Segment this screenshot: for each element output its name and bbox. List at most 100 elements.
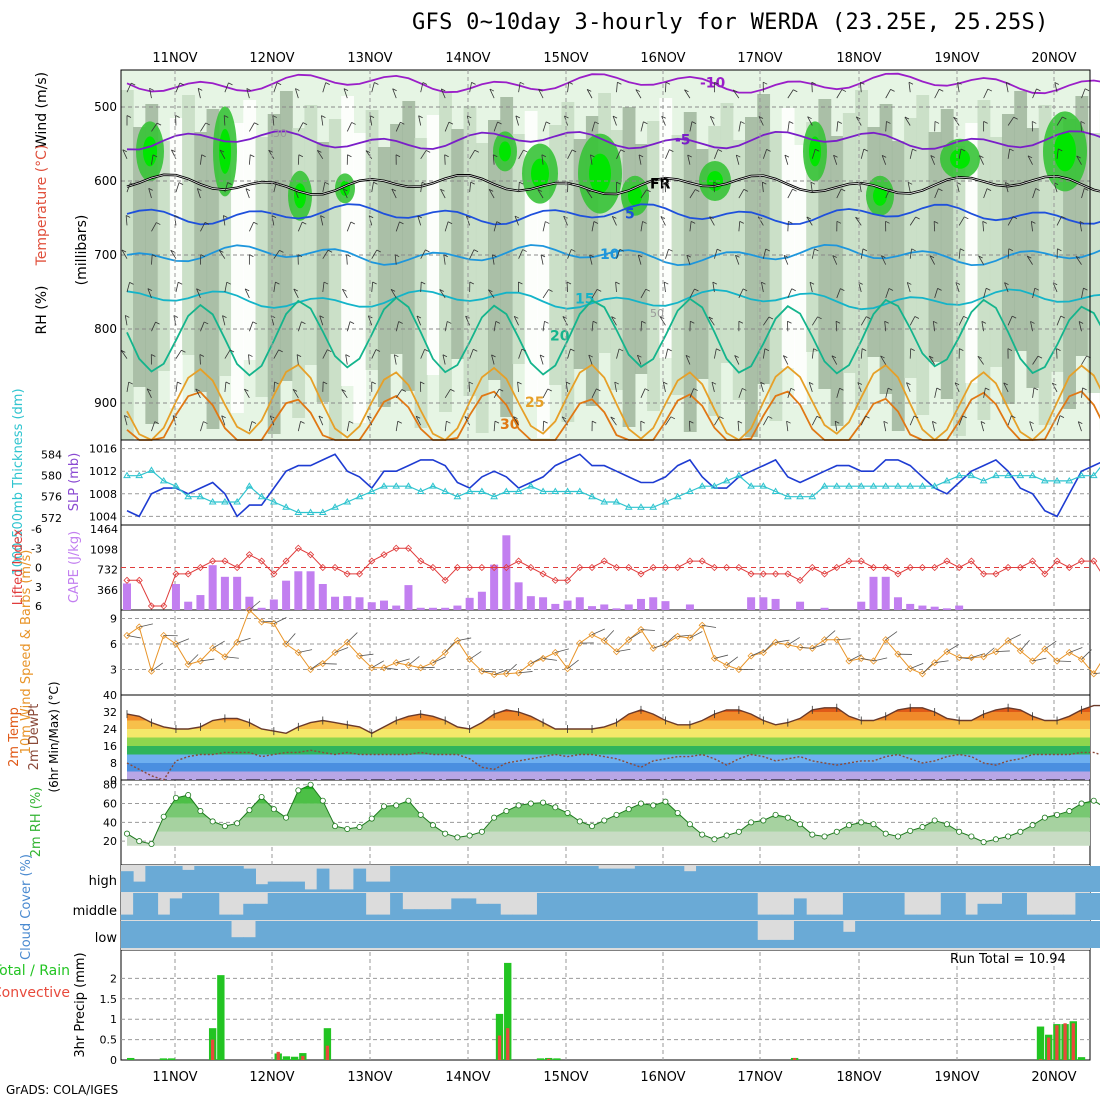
wind-barb-flag — [446, 420, 451, 424]
wind-barb — [714, 248, 718, 259]
cloud-cell — [977, 921, 991, 948]
cloud-cell — [279, 893, 293, 920]
cape-bar — [367, 602, 376, 610]
wind10m-barb — [628, 631, 641, 641]
wind-barb — [860, 248, 864, 259]
wind-barb-flag — [439, 289, 444, 292]
cloud-cell — [120, 921, 134, 948]
wind-barb — [783, 255, 789, 265]
wind-barb-flag — [783, 355, 788, 358]
rh-band — [928, 132, 942, 362]
wind-barb — [469, 249, 475, 259]
wind10m-barb — [249, 600, 261, 611]
li-point — [784, 570, 792, 578]
wind-barb-flag — [466, 215, 471, 219]
wind-barb — [787, 221, 789, 232]
rh-band — [500, 97, 514, 417]
wind-barb-flag — [959, 348, 964, 351]
wind-barb — [420, 182, 423, 193]
wind-barb-flag — [663, 381, 668, 385]
cloud-cell — [818, 914, 832, 920]
li-point — [1090, 557, 1098, 565]
axis-label-wind10m: 10m Wind Speed & Barbs (m/s) — [19, 550, 34, 755]
cloud-cell — [781, 866, 795, 892]
wind-barb-flag — [146, 388, 152, 392]
wind-barb — [908, 82, 911, 93]
wind-barb — [906, 282, 911, 293]
wind-barb-flag — [642, 221, 647, 224]
cloud-cell — [451, 898, 465, 920]
li-point — [845, 557, 853, 565]
rh-band — [120, 90, 134, 440]
wind-barb-flag — [1052, 382, 1057, 386]
wind-barb — [224, 381, 227, 392]
wind-barb-flag — [620, 149, 625, 153]
wind10m-barb — [359, 653, 374, 657]
wind10m-barb — [371, 660, 385, 669]
wind-barb — [909, 148, 913, 159]
li-point — [735, 563, 743, 572]
cloud-cell — [879, 921, 893, 948]
wind-barb-flag — [985, 387, 990, 391]
wind-barb-flag — [201, 154, 206, 158]
wind-speed-point — [735, 665, 743, 674]
rh-band — [769, 131, 783, 421]
wind-speed-point — [674, 632, 682, 640]
wind-barb-flag — [392, 88, 397, 92]
wind-barb — [514, 215, 519, 226]
wind-barb-flag — [196, 288, 201, 292]
cloud-cell — [353, 868, 367, 892]
cloud-cell — [267, 921, 281, 948]
cape-bar — [465, 597, 474, 610]
wind-barb — [709, 116, 715, 126]
wind-barb — [689, 388, 695, 398]
wind-barb-flag — [1084, 188, 1089, 191]
wind-barb-flag — [762, 81, 768, 85]
slp-tick-label: 1016 — [89, 443, 117, 456]
cloud-cell — [1026, 914, 1040, 920]
wind-barb-flag — [156, 222, 161, 225]
wind-barb-flag — [691, 121, 697, 124]
rh-band — [1026, 128, 1040, 388]
cape-tick-label: 1098 — [90, 543, 118, 556]
wind-barb-flag — [347, 154, 352, 158]
wind-barb-flag — [732, 89, 738, 93]
wind-barb — [1080, 121, 1082, 132]
wind-barb — [616, 149, 622, 159]
cloud-cell — [341, 889, 354, 892]
thickness-point — [1028, 471, 1037, 479]
rh-point — [552, 804, 559, 811]
thickness-tick-label: 580 — [41, 470, 62, 483]
wind-barb — [909, 348, 912, 359]
cape-bar — [918, 605, 927, 610]
wind-barb-flag — [253, 221, 258, 225]
wind-barb-flag — [343, 88, 349, 92]
panel-frame — [120, 949, 1091, 1061]
thickness-point — [196, 492, 205, 500]
rh-point — [846, 822, 853, 829]
wind-barb-flag — [811, 81, 816, 85]
cloud-cell — [708, 893, 722, 920]
wind-barb — [811, 149, 816, 159]
wind-barb-flag — [686, 254, 692, 258]
wind-speed-point — [820, 636, 829, 644]
rh-band — [622, 107, 636, 427]
wind-barb — [1075, 256, 1082, 265]
cloud-cell — [145, 866, 159, 892]
wind-barb-flag — [179, 82, 185, 86]
cloud-cell — [708, 921, 722, 948]
wind-barb-flag — [467, 115, 472, 119]
rh-point — [307, 781, 314, 788]
precip-conv-bar — [792, 1057, 797, 1060]
wind-barb — [659, 316, 666, 326]
thickness-series-line — [127, 466, 1100, 514]
wind-barb — [321, 115, 324, 126]
wind-barb-flag — [320, 215, 325, 219]
wind-barb-flag — [768, 416, 773, 419]
wind-barb-flag — [450, 388, 455, 392]
cloud-cell — [292, 893, 305, 920]
rh-point — [1029, 822, 1036, 829]
wind-barb-flag — [341, 389, 346, 392]
wind-barb-flag — [617, 81, 622, 85]
thickness-point — [147, 466, 156, 473]
